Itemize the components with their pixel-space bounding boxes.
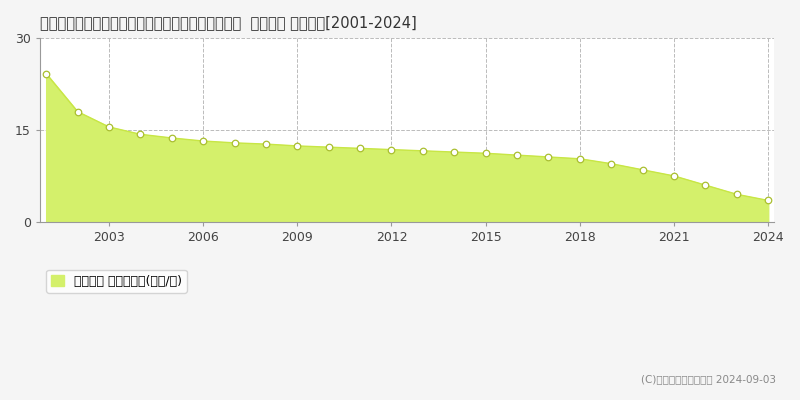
Point bbox=[322, 144, 335, 150]
Text: 愛知県知多郡南知多町大字山海字荒布越１２０番２  地価公示 地価推移[2001-2024]: 愛知県知多郡南知多町大字山海字荒布越１２０番２ 地価公示 地価推移[2001-2… bbox=[40, 15, 417, 30]
Point bbox=[166, 135, 178, 141]
Point bbox=[636, 167, 649, 173]
Point bbox=[197, 138, 210, 144]
Point bbox=[668, 173, 681, 179]
Point bbox=[510, 152, 523, 158]
Point bbox=[574, 156, 586, 162]
Point bbox=[479, 150, 492, 156]
Point bbox=[417, 148, 430, 154]
Point bbox=[354, 145, 366, 152]
Point bbox=[40, 70, 53, 77]
Legend: 地価公示 平均坪単価(万円/坪): 地価公示 平均坪単価(万円/坪) bbox=[46, 270, 186, 293]
Point bbox=[542, 154, 555, 160]
Point bbox=[259, 141, 272, 147]
Text: (C)土地価格ドットコム 2024-09-03: (C)土地価格ドットコム 2024-09-03 bbox=[641, 374, 776, 384]
Point bbox=[102, 124, 115, 130]
Point bbox=[605, 160, 618, 167]
Point bbox=[228, 140, 241, 146]
Point bbox=[730, 191, 743, 198]
Point bbox=[762, 197, 774, 204]
Point bbox=[385, 146, 398, 153]
Point bbox=[291, 143, 304, 149]
Point bbox=[134, 131, 146, 138]
Point bbox=[699, 182, 712, 188]
Point bbox=[448, 149, 461, 155]
Point bbox=[71, 108, 84, 115]
